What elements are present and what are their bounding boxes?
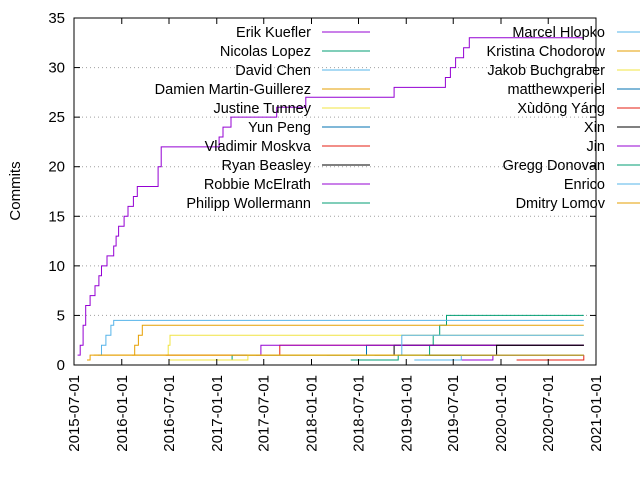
legend-entry: Kristina Chodorow — [487, 44, 640, 60]
legend-label: Justine Tunney — [213, 101, 311, 117]
legend-label: Robbie McElrath — [204, 177, 311, 193]
legend-entry: Vladimir Moskva — [205, 139, 370, 155]
series-line — [97, 319, 584, 356]
legend-entry: Ryan Beasley — [222, 158, 370, 174]
legend-entry: Xùdōng Yáng — [517, 101, 640, 117]
series-line — [326, 344, 584, 356]
x-tick-label: 2019-07-01 — [445, 375, 462, 452]
legend-label: Erik Kuefler — [236, 25, 311, 41]
legend-label: Kristina Chodorow — [487, 44, 606, 60]
x-tick-label: 2019-01-01 — [398, 375, 415, 452]
y-tick-label: 10 — [48, 258, 65, 275]
series-line — [180, 354, 584, 361]
legend-label: Philipp Wollermann — [186, 196, 311, 212]
legend-label: Dmitry Lomov — [516, 196, 606, 212]
x-tick-label: 2015-07-01 — [66, 375, 83, 452]
legend-entry: Justine Tunney — [213, 101, 370, 117]
x-tick-label: 2017-01-01 — [209, 375, 226, 452]
legend-label: Enrico — [564, 177, 605, 193]
y-tick-label: 5 — [57, 307, 65, 324]
series-line — [77, 37, 584, 356]
series-line — [516, 355, 585, 361]
legend-entry: Yun Peng — [248, 120, 370, 136]
legend-entry: Gregg Donovan — [503, 158, 640, 174]
legend-entry: Damien Martin-Guillerez — [155, 82, 370, 98]
legend-entry: Jin — [586, 139, 640, 155]
y-tick-label: 25 — [48, 109, 65, 126]
legend-label: David Chen — [235, 63, 311, 79]
x-tick-label: 2020-01-01 — [493, 375, 510, 452]
series-line — [414, 354, 584, 361]
legend-entry: Robbie McElrath — [204, 177, 370, 193]
legend-label: Damien Martin-Guillerez — [155, 82, 311, 98]
legend-entry: Enrico — [564, 177, 640, 193]
x-tick-label: 2020-07-01 — [540, 375, 557, 452]
y-axis-label: Commits — [7, 161, 24, 220]
series-line — [166, 344, 584, 356]
grid-lines — [74, 67, 596, 316]
legend-label: Jin — [586, 139, 605, 155]
legend-entry: Xin — [584, 120, 640, 136]
legend-label: Gregg Donovan — [503, 158, 605, 174]
legend-label: Nicolas Lopez — [220, 44, 311, 60]
legend-entry: Dmitry Lomov — [516, 196, 640, 212]
series-line — [425, 344, 584, 356]
series-line — [169, 354, 584, 361]
legend-label: Vladimir Moskva — [205, 139, 312, 155]
legend-entry: Philipp Wollermann — [186, 196, 370, 212]
y-tick-label: 35 — [48, 10, 65, 27]
x-tick-label: 2016-01-01 — [114, 375, 131, 452]
y-tick-label: 30 — [48, 60, 65, 77]
series-lines — [77, 37, 585, 361]
legend-label: Ryan Beasley — [222, 158, 312, 174]
legend-label: Xin — [584, 120, 605, 136]
series-line — [461, 354, 584, 361]
series-line — [374, 344, 584, 356]
y-tick-label: 20 — [48, 159, 65, 176]
legend-entry: Jakob Buchgraber — [487, 63, 640, 79]
legend: Erik Kuefler Nicolas Lopez David Chen Damie… — [155, 25, 640, 212]
y-tick-label: 15 — [48, 208, 65, 225]
legend-label: matthewxperiel — [507, 82, 605, 98]
legend-entry: matthewxperiel — [507, 82, 640, 98]
series-line — [350, 354, 584, 361]
legend-entry: Marcel Hlopko — [512, 25, 640, 41]
series-line — [87, 354, 584, 361]
plot-frame — [73, 17, 597, 366]
y-tick-label: 0 — [57, 357, 65, 374]
x-tick-label: 2021-01-01 — [588, 375, 605, 452]
series-line — [256, 344, 584, 356]
x-tick-label: 2017-07-01 — [256, 375, 273, 452]
x-tick-label: 2018-07-01 — [350, 375, 367, 452]
legend-entry: David Chen — [235, 63, 370, 79]
legend-entry: Nicolas Lopez — [220, 44, 370, 60]
x-tick-label: 2016-07-01 — [161, 375, 178, 452]
series-line — [132, 324, 584, 356]
legend-entry: Erik Kuefler — [236, 25, 370, 41]
axis-ticks: 0 5 10 15 20 25 30 35 2015-07-01 2016-01-01 2016-0… — [48, 10, 605, 452]
legend-label: Marcel Hlopko — [512, 25, 605, 41]
x-tick-label: 2018-01-01 — [304, 375, 321, 452]
legend-label: Xùdōng Yáng — [517, 101, 605, 117]
legend-label: Jakob Buchgraber — [487, 63, 605, 79]
legend-label: Yun Peng — [248, 120, 311, 136]
